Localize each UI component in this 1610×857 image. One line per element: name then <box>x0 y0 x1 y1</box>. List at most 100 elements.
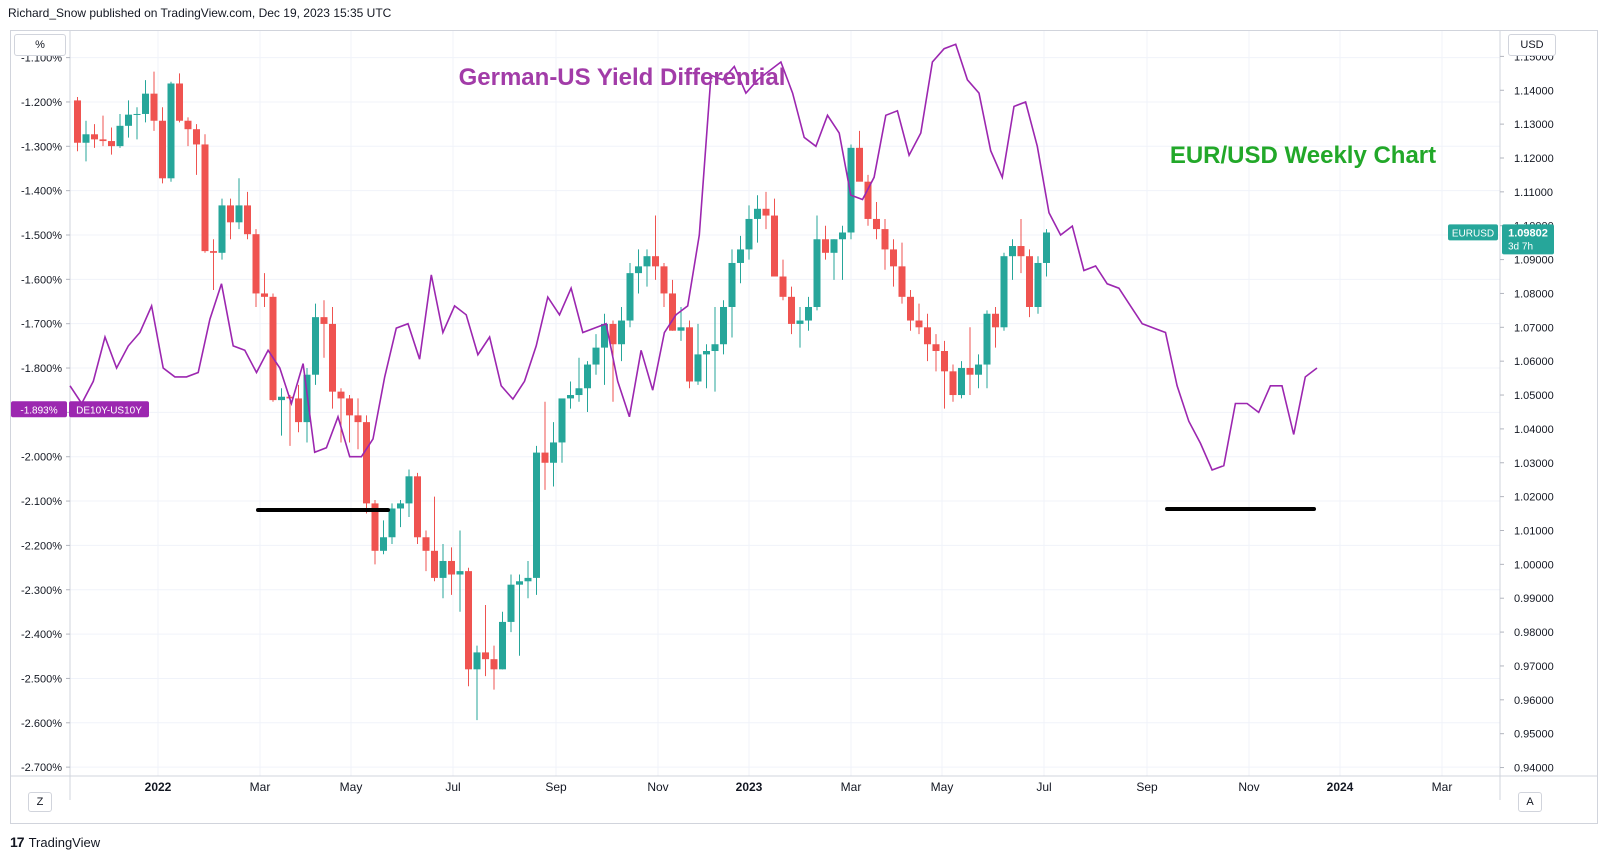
x-tick-label: Jul <box>1036 780 1051 794</box>
candle-body <box>380 537 387 551</box>
x-tick-label: Mar <box>1432 780 1453 794</box>
candle-body <box>82 134 90 143</box>
candle-body <box>142 93 149 114</box>
candle-body <box>388 508 396 538</box>
left-axis: -1.100%-1.200%-1.300%-1.400%-1.500%-1.60… <box>21 31 71 800</box>
candle-body <box>873 218 880 230</box>
candle-body <box>924 327 931 345</box>
spread-name-badge <box>69 401 149 418</box>
right-tick-label: 1.07000 <box>1514 322 1554 334</box>
left-unit-label: % <box>14 34 66 56</box>
right-unit-label: USD <box>1508 34 1556 56</box>
candle-body <box>898 266 906 297</box>
candle-body <box>201 144 209 252</box>
x-tick-label: Sep <box>1136 780 1158 794</box>
candle-body <box>643 256 651 267</box>
candle-body <box>847 147 855 233</box>
tradingview-logo[interactable]: 17 TradingView <box>10 834 100 850</box>
candle-body <box>133 113 141 115</box>
right-tick-label: 0.99000 <box>1514 593 1554 605</box>
right-tick-label: 1.06000 <box>1514 356 1554 368</box>
candle-body <box>1017 246 1025 257</box>
candle-body <box>261 293 268 297</box>
auto-scale-left-button[interactable]: Z <box>28 792 52 812</box>
candle-body <box>864 181 872 219</box>
candle-body <box>184 120 192 130</box>
candle-body <box>329 323 336 392</box>
candle-body <box>320 317 328 324</box>
candle-body <box>235 205 243 223</box>
right-tick-label: 1.08000 <box>1514 288 1554 300</box>
left-tick-label: -2.700% <box>21 762 62 774</box>
candle-body <box>660 266 668 294</box>
candle-body <box>218 205 226 253</box>
candle-body <box>456 571 464 575</box>
candle-body <box>278 396 285 401</box>
x-tick-label: May <box>931 780 954 794</box>
right-tick-label: 1.03000 <box>1514 458 1554 470</box>
candle-body <box>74 100 81 143</box>
candle-body <box>159 120 166 179</box>
candle-body <box>737 249 744 263</box>
candle-body <box>694 354 702 382</box>
candle-body <box>439 560 447 578</box>
candle-body <box>125 114 132 126</box>
candle-body <box>108 141 115 147</box>
candle-body <box>252 234 260 294</box>
candle-body <box>1000 256 1008 328</box>
spread-line-layer <box>69 43 1318 472</box>
right-tick-label: 0.95000 <box>1514 729 1554 741</box>
candle-body <box>584 364 591 389</box>
candle-body <box>533 452 540 578</box>
left-tick-label: -2.400% <box>21 629 62 641</box>
candle-body <box>550 442 557 463</box>
candle-body <box>354 415 362 423</box>
candle-body <box>728 262 736 307</box>
candle-body <box>771 215 778 277</box>
candle-body <box>397 503 404 509</box>
price-title: EUR/USD Weekly Chart <box>1170 142 1436 169</box>
candle-body <box>167 83 175 179</box>
candle-body <box>677 327 685 331</box>
candle-body <box>822 239 829 253</box>
spread-value-badge <box>11 401 67 418</box>
left-tick-label: -2.600% <box>21 718 62 730</box>
candle-body <box>915 320 923 328</box>
candle-body <box>473 652 481 670</box>
candle-body <box>575 388 583 396</box>
candle-body <box>1034 262 1042 307</box>
x-tick-label: 2023 <box>736 780 763 794</box>
x-tick-label: May <box>340 780 363 794</box>
left-tick-label: -1.800% <box>21 363 62 375</box>
candle-body <box>363 422 370 504</box>
candle-body <box>210 251 217 253</box>
candle-body <box>592 347 600 365</box>
right-tick-label: 1.01000 <box>1514 525 1554 537</box>
candle-body <box>116 125 124 147</box>
candle-body <box>779 276 787 297</box>
candle-body <box>490 659 498 670</box>
candle-body <box>91 134 98 140</box>
candle-body <box>805 306 812 321</box>
candle-body <box>1009 246 1016 257</box>
left-tick-label: -2.000% <box>21 452 62 464</box>
candle-body <box>907 296 914 321</box>
spread-line <box>69 43 1318 472</box>
right-tick-label: 1.13000 <box>1514 119 1554 131</box>
eurusd-candles <box>74 71 1050 721</box>
tradingview-mark-icon: 17 <box>10 834 25 850</box>
candle-body <box>346 398 353 416</box>
auto-scale-right-button[interactable]: A <box>1518 792 1542 812</box>
left-tick-label: -1.600% <box>21 274 62 286</box>
candle-body <box>958 367 965 396</box>
candle-body <box>524 577 532 582</box>
candle-body <box>949 371 957 396</box>
left-tick-label: -2.100% <box>21 496 62 508</box>
tradingview-brand: TradingView <box>28 834 101 850</box>
candle-body <box>856 147 863 182</box>
candle-body <box>796 320 804 324</box>
candle-body <box>601 323 608 348</box>
x-tick-label: Jul <box>445 780 460 794</box>
candle-body <box>983 313 991 365</box>
